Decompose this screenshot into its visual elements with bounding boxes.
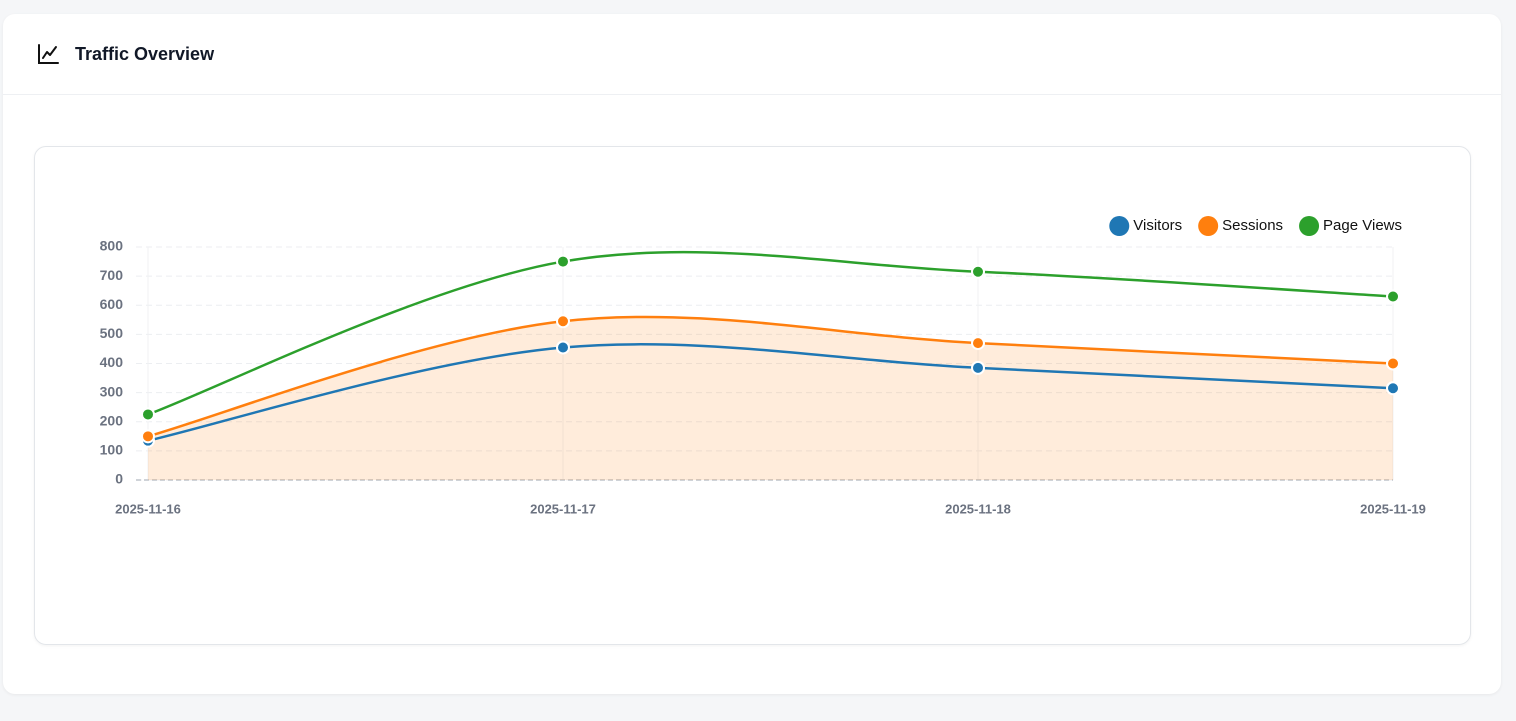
point xyxy=(556,314,570,329)
x-tick-label: 2025-11-16 xyxy=(115,501,181,516)
card-title: Traffic Overview xyxy=(75,44,215,64)
point xyxy=(141,407,155,422)
card-header: Traffic Overview xyxy=(3,14,1501,95)
y-tick-label: 0 xyxy=(115,471,123,487)
point xyxy=(1386,356,1400,371)
legend-label: Visitors xyxy=(1133,217,1182,234)
point xyxy=(556,340,570,355)
y-tick-label: 100 xyxy=(100,442,124,458)
point xyxy=(141,429,155,444)
point xyxy=(971,360,985,375)
chart-container xyxy=(34,146,1471,645)
legend-label: Page Views xyxy=(1323,217,1402,234)
point xyxy=(1386,381,1400,396)
area xyxy=(148,316,1393,480)
y-tick-label: 300 xyxy=(100,383,124,399)
y-tick-label: 800 xyxy=(100,238,124,254)
traffic-card: Traffic Overview xyxy=(3,14,1501,694)
point xyxy=(556,254,570,269)
point xyxy=(1386,289,1400,304)
line xyxy=(147,343,1394,442)
line xyxy=(147,315,1394,438)
point xyxy=(971,336,985,351)
y-tick-label: 600 xyxy=(100,296,124,312)
legend-label: Sessions xyxy=(1222,217,1283,234)
legend-swatch xyxy=(1299,216,1320,236)
legend-swatch xyxy=(1109,216,1130,236)
y-tick-label: 500 xyxy=(100,325,124,341)
line xyxy=(147,250,1394,416)
y-tick-label: 700 xyxy=(100,267,124,283)
x-tick-label: 2025-11-19 xyxy=(1360,501,1426,516)
point xyxy=(971,264,985,279)
x-tick-label: 2025-11-18 xyxy=(945,501,1011,516)
chart-icon xyxy=(38,44,59,64)
x-tick-label: 2025-11-17 xyxy=(530,501,596,516)
legend-swatch xyxy=(1198,216,1219,236)
y-tick-label: 200 xyxy=(100,412,124,428)
y-tick-label: 400 xyxy=(100,354,124,370)
